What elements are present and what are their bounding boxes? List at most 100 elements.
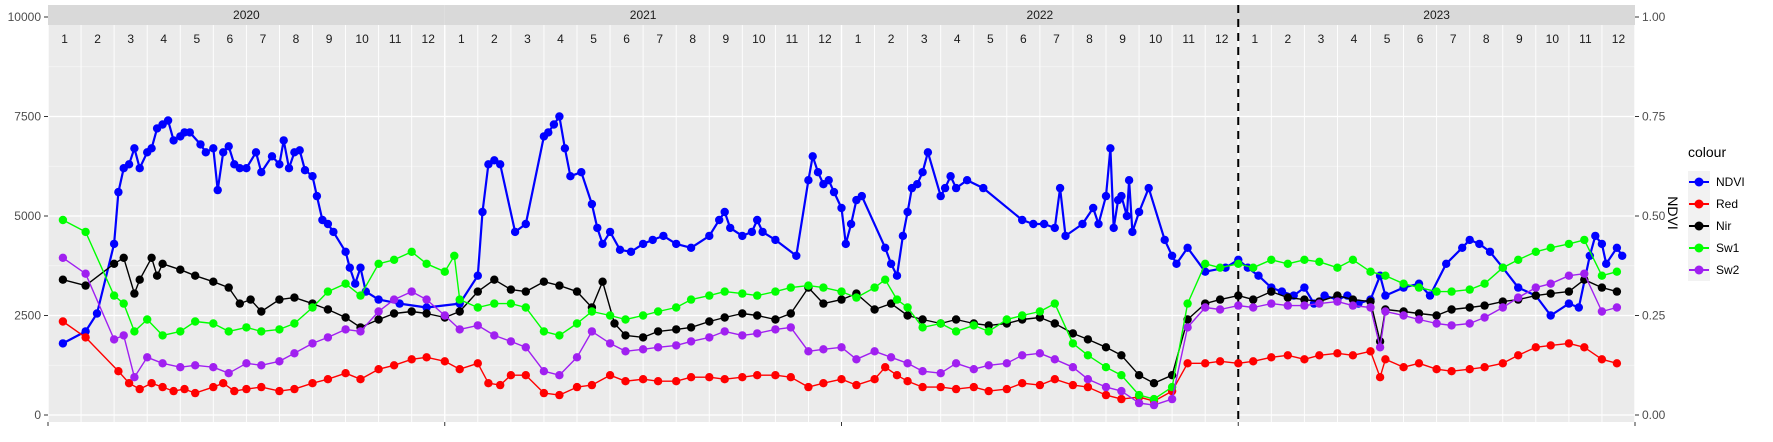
data-point xyxy=(1018,311,1027,320)
month-label: 9 xyxy=(1119,32,1126,46)
data-point xyxy=(58,339,68,348)
data-point xyxy=(621,347,630,356)
data-point xyxy=(1183,243,1192,252)
data-point xyxy=(984,361,993,370)
data-point xyxy=(109,335,119,344)
data-point xyxy=(819,345,828,354)
data-point xyxy=(1167,394,1177,404)
month-label: 10 xyxy=(1149,32,1163,46)
month-label: 8 xyxy=(689,32,696,46)
data-point xyxy=(605,227,615,237)
data-point xyxy=(374,295,383,304)
data-point xyxy=(1215,305,1225,314)
data-point xyxy=(323,219,333,229)
data-point xyxy=(1498,303,1508,312)
data-point xyxy=(180,384,189,394)
data-point xyxy=(374,315,383,324)
data-point xyxy=(308,379,317,388)
year-strip xyxy=(444,5,842,25)
data-point xyxy=(356,375,365,384)
data-point xyxy=(903,311,912,320)
data-point xyxy=(147,379,156,388)
data-point xyxy=(58,215,68,225)
month-label: 3 xyxy=(524,32,531,46)
month-label: 2 xyxy=(888,32,895,46)
data-point xyxy=(1172,259,1181,268)
data-point xyxy=(621,315,630,324)
year-label: 2020 xyxy=(233,8,260,22)
data-point xyxy=(771,325,780,334)
month-label: 11 xyxy=(389,32,402,46)
data-point xyxy=(163,116,173,125)
data-point xyxy=(653,343,663,352)
data-point xyxy=(587,380,597,390)
data-point xyxy=(720,207,729,217)
data-point xyxy=(1183,323,1192,332)
data-point xyxy=(323,375,333,384)
data-point xyxy=(881,243,890,252)
data-point xyxy=(870,347,879,356)
data-point xyxy=(804,382,813,392)
data-point xyxy=(560,144,570,153)
data-point xyxy=(341,313,350,322)
data-point xyxy=(1068,329,1078,338)
data-point xyxy=(455,295,464,304)
month-label: 1 xyxy=(1251,32,1258,46)
data-point xyxy=(1597,307,1607,316)
data-point xyxy=(1546,243,1555,252)
data-point xyxy=(246,295,255,304)
data-point xyxy=(555,281,564,290)
data-point xyxy=(1068,363,1078,372)
data-point xyxy=(308,172,317,181)
data-point xyxy=(918,323,927,332)
data-point xyxy=(653,377,663,386)
data-point xyxy=(478,207,487,217)
data-point xyxy=(753,291,762,300)
data-point xyxy=(936,319,945,328)
data-point xyxy=(1375,343,1385,352)
year-strips: 2020 2021 2022 2023 xyxy=(48,5,1635,25)
data-point xyxy=(308,339,317,348)
data-point xyxy=(1134,371,1144,380)
data-point xyxy=(1035,313,1045,322)
data-point xyxy=(473,359,482,368)
data-point xyxy=(1300,301,1309,310)
data-point xyxy=(1514,283,1523,292)
legend-key-point xyxy=(1694,265,1704,275)
data-point xyxy=(1602,259,1611,268)
data-point xyxy=(1597,271,1607,280)
data-point xyxy=(610,319,619,328)
y-right-tick-label: 0.00 xyxy=(1642,408,1666,422)
data-point xyxy=(484,379,493,388)
data-point xyxy=(786,323,795,332)
data-point xyxy=(1050,355,1060,364)
data-point xyxy=(686,243,696,252)
data-point xyxy=(539,277,549,286)
data-point xyxy=(275,357,284,366)
month-label: 10 xyxy=(1546,32,1560,46)
data-point xyxy=(1381,271,1390,280)
data-point xyxy=(549,120,559,129)
data-point xyxy=(1089,203,1098,213)
year-label: 2021 xyxy=(630,8,657,22)
month-label: 4 xyxy=(1351,32,1358,46)
data-point xyxy=(1039,219,1049,229)
data-point xyxy=(720,313,729,322)
data-point xyxy=(251,148,261,157)
month-label: 7 xyxy=(1450,32,1457,46)
data-point xyxy=(605,371,615,380)
data-point xyxy=(1531,343,1541,352)
data-point xyxy=(1160,235,1169,245)
data-point xyxy=(892,295,902,304)
data-point xyxy=(1018,379,1027,388)
data-point xyxy=(422,309,431,318)
data-point xyxy=(1083,335,1093,344)
data-point xyxy=(351,279,360,288)
data-point xyxy=(792,251,801,260)
data-point xyxy=(1283,351,1293,360)
data-point xyxy=(58,317,68,326)
data-point xyxy=(738,331,747,340)
series-red xyxy=(58,317,1622,406)
data-point xyxy=(257,168,266,177)
data-point xyxy=(506,337,516,346)
